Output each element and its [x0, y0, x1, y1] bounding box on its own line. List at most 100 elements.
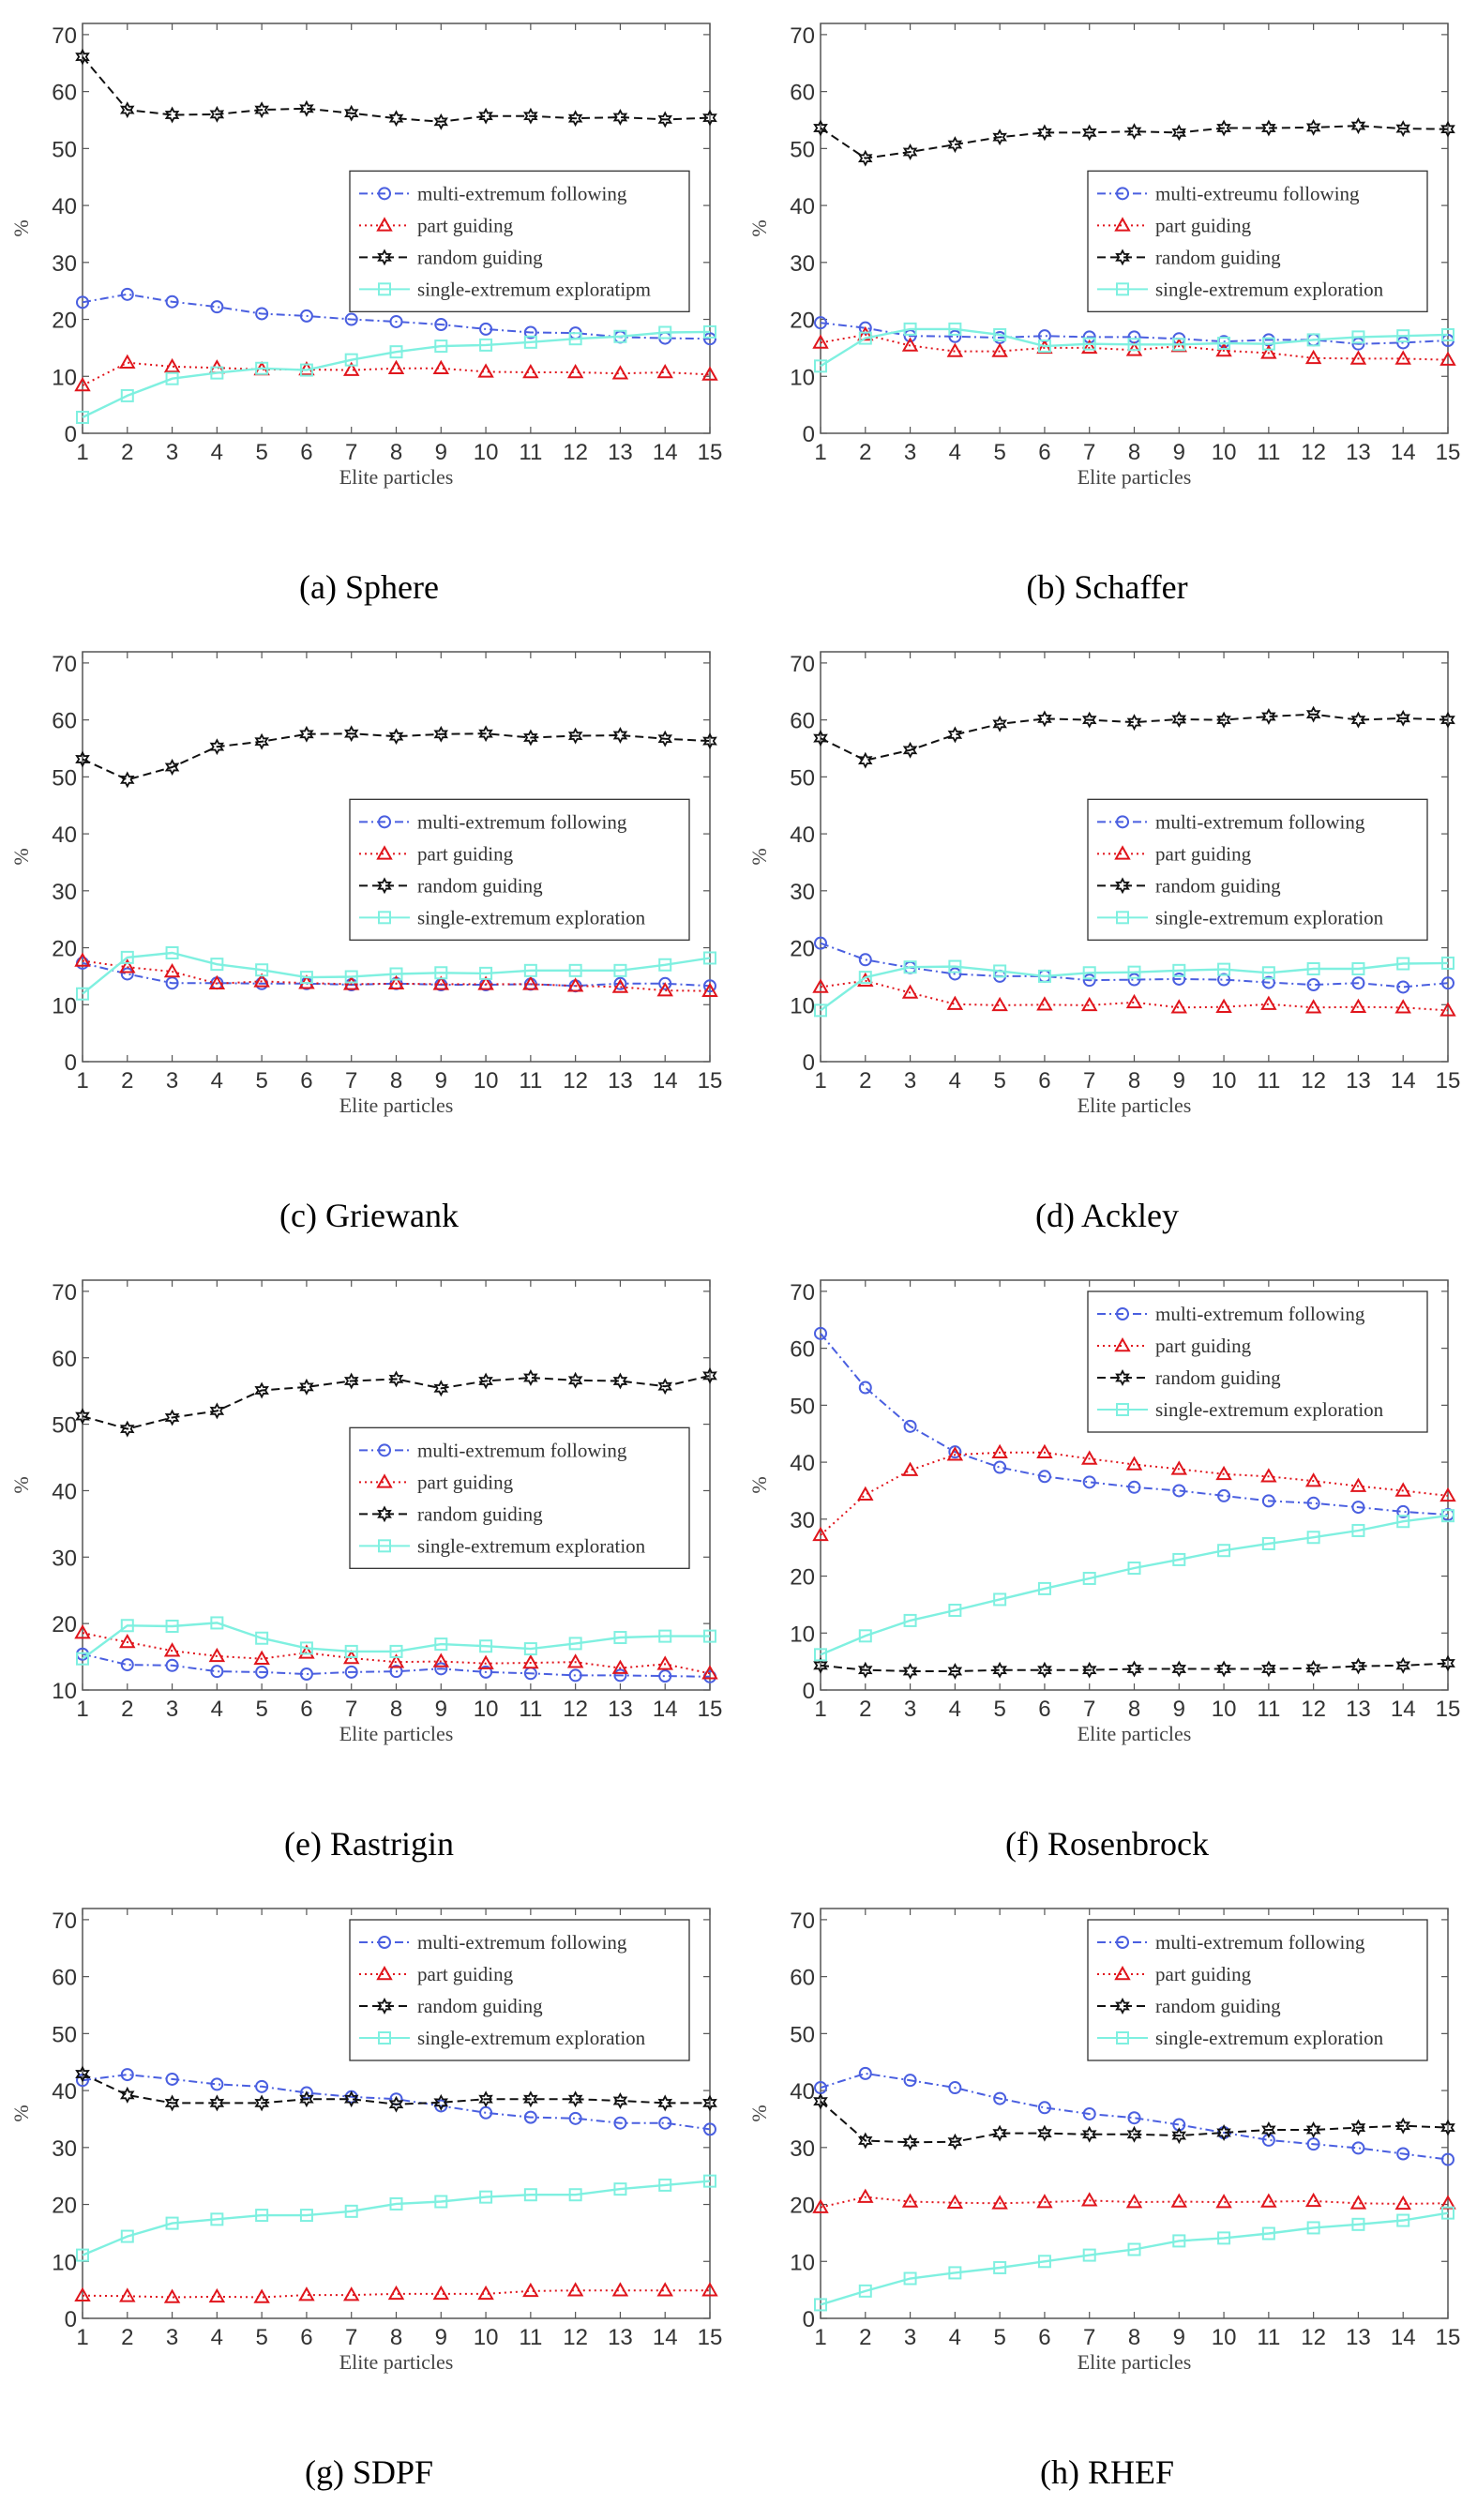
x-tick-label: 1	[814, 2325, 826, 2350]
data-point-single	[210, 366, 224, 380]
data-point-multi	[165, 2072, 179, 2086]
data-point-single	[1217, 1544, 1231, 1558]
data-point-multi	[993, 1460, 1007, 1474]
legend-label-single: single-extremum exploration	[1155, 2027, 1384, 2049]
data-point-random	[612, 727, 628, 744]
data-point-random	[1395, 120, 1411, 138]
x-tick-label: 9	[435, 2325, 447, 2350]
data-point-part	[857, 325, 874, 341]
data-point-random	[119, 771, 135, 789]
data-point-random	[344, 104, 359, 122]
y-tick-label: 20	[790, 2194, 815, 2219]
data-point-part	[1304, 2192, 1322, 2208]
data-point-single	[568, 2188, 582, 2202]
data-point-random	[702, 732, 717, 750]
x-tick-label: 10	[1212, 2325, 1237, 2350]
x-tick-label: 14	[1391, 1068, 1416, 1094]
data-point-single	[1037, 340, 1051, 354]
data-point-part	[522, 975, 539, 990]
data-point-multi	[1037, 1470, 1051, 1484]
x-tick-label: 5	[993, 1697, 1005, 1722]
data-point-random	[1126, 1660, 1142, 1678]
y-tick-label: 50	[790, 1394, 815, 1419]
x-tick-label: 9	[1173, 2325, 1185, 2350]
data-point-random	[1216, 119, 1231, 137]
x-tick-label: 8	[390, 1068, 402, 1094]
data-point-single	[1441, 327, 1454, 341]
x-tick-label: 9	[1173, 440, 1185, 465]
data-point-random	[813, 2092, 828, 2110]
legend-label-random: random guiding	[417, 1995, 543, 2017]
y-tick-label: 10	[790, 993, 815, 1019]
data-point-single	[948, 322, 962, 336]
data-point-random	[992, 128, 1007, 146]
data-point-single	[703, 951, 716, 965]
data-point-single	[613, 1631, 627, 1645]
data-point-single	[299, 363, 313, 377]
y-tick-label: 60	[52, 709, 77, 734]
data-point-single	[1441, 956, 1454, 970]
x-tick-label: 1	[76, 1068, 88, 1094]
data-point-part	[208, 1647, 226, 1663]
data-point-multi	[948, 2081, 962, 2095]
data-point-single	[814, 2298, 827, 2312]
data-point-multi	[210, 1665, 224, 1679]
data-point-single	[1172, 2234, 1186, 2248]
data-point-single	[1306, 2221, 1320, 2235]
legend: multi-extremum following part guiding rand…	[1087, 798, 1428, 941]
data-point-multi	[613, 1668, 627, 1683]
x-tick-label: 11	[1257, 1068, 1280, 1094]
x-tick-label: 14	[653, 2325, 678, 2350]
data-point-part	[656, 364, 673, 379]
data-point-part	[1349, 2195, 1367, 2210]
x-tick-label: 13	[608, 1068, 633, 1094]
data-point-multi	[299, 1667, 313, 1681]
x-tick-label: 15	[1436, 440, 1461, 465]
data-point-part	[253, 2288, 270, 2303]
y-tick-label: 20	[52, 2194, 77, 2219]
data-point-multi	[948, 967, 962, 981]
data-point-random	[813, 730, 828, 747]
data-point-single	[1082, 2248, 1096, 2262]
data-point-multi	[255, 307, 269, 321]
data-point-multi	[1261, 975, 1275, 989]
data-point-random	[1350, 1657, 1366, 1675]
legend-label-multi: multi-extremum following	[417, 182, 627, 204]
x-tick-label: 10	[1212, 440, 1237, 465]
series-line-part	[82, 959, 711, 992]
chart-caption: (b) Schaffer	[1026, 568, 1188, 606]
data-point-part	[857, 1486, 874, 1501]
legend-label-single: single-extremum exploration	[1155, 1398, 1384, 1421]
data-point-single	[1351, 330, 1365, 344]
y-tick-label: 40	[790, 194, 815, 219]
data-point-part	[1260, 344, 1277, 359]
data-point-part	[1080, 2192, 1098, 2207]
x-tick-label: 8	[1128, 1068, 1140, 1094]
data-point-single	[1127, 338, 1141, 352]
legend-marker-single	[1116, 911, 1129, 925]
y-tick-label: 50	[52, 137, 77, 162]
x-tick-label: 15	[698, 1068, 723, 1094]
data-point-single	[1127, 1562, 1141, 1576]
x-tick-label: 8	[390, 1697, 402, 1722]
data-point-random	[567, 1371, 583, 1389]
legend-label-multi: multi-extremum following	[417, 1439, 627, 1461]
series-random	[75, 2065, 717, 2113]
data-point-multi	[1441, 2152, 1454, 2166]
y-tick-label: 60	[52, 1966, 77, 1991]
data-point-single	[299, 2209, 313, 2223]
legend-marker-single	[1116, 2031, 1129, 2045]
data-point-single	[389, 2196, 403, 2211]
series-line-single	[82, 330, 711, 419]
series-single	[814, 2206, 1454, 2312]
data-point-part	[701, 2282, 718, 2297]
data-point-part	[946, 995, 964, 1010]
data-point-part	[1394, 1482, 1411, 1497]
data-point-multi	[1306, 1496, 1320, 1510]
x-tick-label: 1	[814, 1697, 826, 1722]
data-point-single	[344, 353, 358, 367]
x-axis-title: Elite particles	[1078, 2350, 1192, 2374]
legend-marker-random	[377, 877, 392, 895]
data-point-random	[388, 728, 404, 746]
legend: multi-extremum following part guiding rand…	[349, 798, 690, 941]
